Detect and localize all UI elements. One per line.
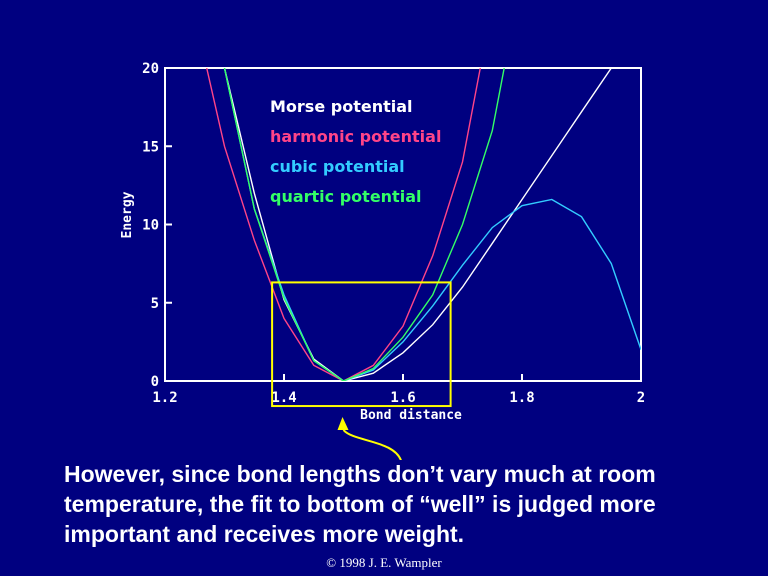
y-tick-label: 15 <box>142 139 159 155</box>
series-line-cubic <box>223 68 641 381</box>
legend-entry-morse: Morse potential <box>270 97 413 116</box>
series-lines <box>206 68 641 381</box>
x-tick-label: 1.8 <box>509 390 534 406</box>
legend-entry-cubic: cubic potential <box>270 157 405 176</box>
x-tick-label: 1.2 <box>152 390 177 406</box>
caption-line-3: important and receives more weight. <box>64 521 465 547</box>
legend-entry-harmonic: harmonic potential <box>270 127 441 146</box>
potential-energy-chart: 0 5 10 15 20 1.2 1.4 1.6 1.8 2 Bond distance Ene… <box>120 61 645 460</box>
copyright-notice: © 1998 J. E. Wampler <box>326 555 442 570</box>
y-axis-ticks: 0 5 10 15 20 <box>142 61 172 390</box>
caption: However, since bond lengths don’t vary m… <box>64 459 754 549</box>
y-tick-label: 5 <box>151 296 159 312</box>
x-axis-ticks: 1.2 1.4 1.6 1.8 2 <box>152 374 645 406</box>
series-line-quartic <box>223 68 505 381</box>
highlight-arrowhead <box>337 417 349 430</box>
x-tick-label: 1.4 <box>271 390 296 406</box>
legend: Morse potential harmonic potential cubic… <box>270 97 441 206</box>
y-tick-label: 20 <box>142 61 159 77</box>
x-tick-label: 2 <box>637 390 645 406</box>
x-axis-label: Bond distance <box>360 408 462 423</box>
caption-line-1: However, since bond lengths don’t vary m… <box>64 461 656 487</box>
highlight-arrow <box>342 429 402 460</box>
highlight-box <box>271 281 452 408</box>
y-tick-label: 0 <box>151 374 159 390</box>
x-tick-label: 1.6 <box>390 390 415 406</box>
caption-line-2: temperature, the fit to bottom of “well”… <box>64 491 656 517</box>
legend-entry-quartic: quartic potential <box>270 187 421 206</box>
y-tick-label: 10 <box>142 218 159 234</box>
series-line-harmonic <box>206 68 481 381</box>
y-axis-label: Energy <box>120 191 135 238</box>
